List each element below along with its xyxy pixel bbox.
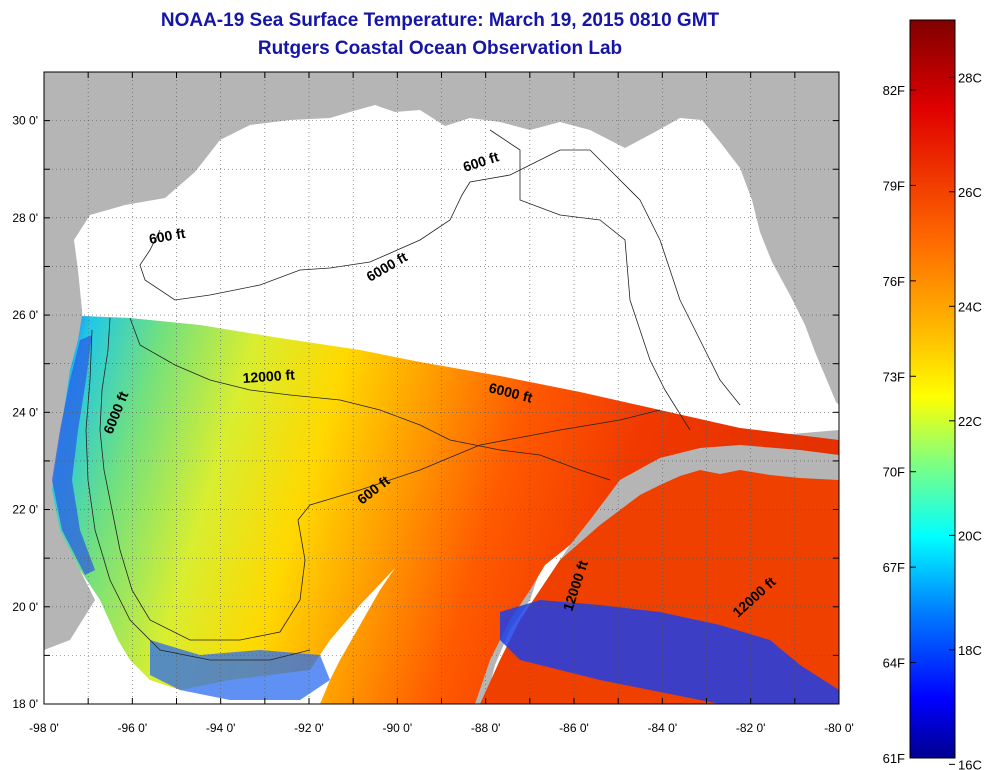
lon-tick-label: -80 0': [824, 721, 854, 735]
axis-ticks: [43, 71, 840, 705]
colorbar-f-label: 64F: [883, 656, 905, 671]
colorbar-c-label: 22C: [958, 414, 982, 429]
lon-axis-labels: -98 0' -96 0' -94 0' -92 0' -90 0' -88 0' -86 …: [29, 721, 854, 735]
bathymetry-contours: [85, 129, 741, 661]
map-title: NOAA-19 Sea Surface Temperature: March 1…: [160, 10, 720, 31]
colorbar-c-label: 18C: [958, 643, 982, 658]
cold-patch: [500, 600, 839, 704]
colorbar-c-label: 28C: [958, 70, 982, 85]
map-subtitle: Rutgers Coastal Ocean Observation Lab: [257, 38, 623, 59]
lat-tick-label: 22 0': [12, 503, 38, 517]
lon-tick-label: -84 0': [648, 721, 678, 735]
colorbar: [909, 19, 956, 759]
lon-tick-label: -86 0': [559, 721, 589, 735]
cold-patch-2: [150, 640, 330, 700]
colorbar-c-label: 16C: [958, 757, 982, 770]
lat-tick-label: 28 0': [12, 211, 38, 225]
lat-tick-label: 30 0': [12, 114, 38, 128]
colorbar-celsius-labels: 28C 26C 24C 22C 20C 18C 16C: [958, 70, 982, 770]
lon-tick-label: -96 0': [118, 721, 148, 735]
colorbar-c-label: 20C: [958, 528, 982, 543]
lat-tick-label: 18 0': [12, 697, 38, 711]
lat-tick-label: 24 0': [12, 405, 38, 419]
colorbar-ticks: [910, 76, 955, 765]
lat-lon-grid: [44, 72, 839, 704]
colorbar-f-label: 79F: [883, 178, 905, 193]
colorbar-f-label: 61F: [883, 751, 905, 766]
colorbar-fahrenheit-labels: 82F 79F 76F 73F 70F 67F 64F 61F: [883, 83, 905, 766]
contour-label: 12000 ft: [242, 366, 295, 386]
lat-tick-label: 26 0': [12, 308, 38, 322]
lat-tick-label: 20 0': [12, 600, 38, 614]
caribbean-land: [800, 462, 839, 482]
lon-tick-label: -92 0': [294, 721, 324, 735]
lon-tick-label: -90 0': [383, 721, 413, 735]
colorbar-f-label: 67F: [883, 560, 905, 575]
lon-tick-label: -88 0': [471, 721, 501, 735]
colorbar-f-label: 70F: [883, 465, 905, 480]
lon-tick-label: -82 0': [736, 721, 766, 735]
cuba: [590, 445, 839, 525]
lon-tick-label: -98 0': [29, 721, 59, 735]
colorbar-c-label: 24C: [958, 299, 982, 314]
cold-coast: [52, 335, 95, 575]
contour-label: 600 ft: [148, 225, 187, 247]
colorbar-c-label: 26C: [958, 185, 982, 200]
colorbar-f-label: 76F: [883, 274, 905, 289]
lat-axis-labels: 18 0' 20 0' 22 0' 24 0' 26 0' 28 0' 30 0': [12, 114, 38, 711]
colorbar-f-label: 73F: [883, 369, 905, 384]
lon-tick-label: -94 0': [206, 721, 236, 735]
colorbar-f-label: 82F: [883, 83, 905, 98]
